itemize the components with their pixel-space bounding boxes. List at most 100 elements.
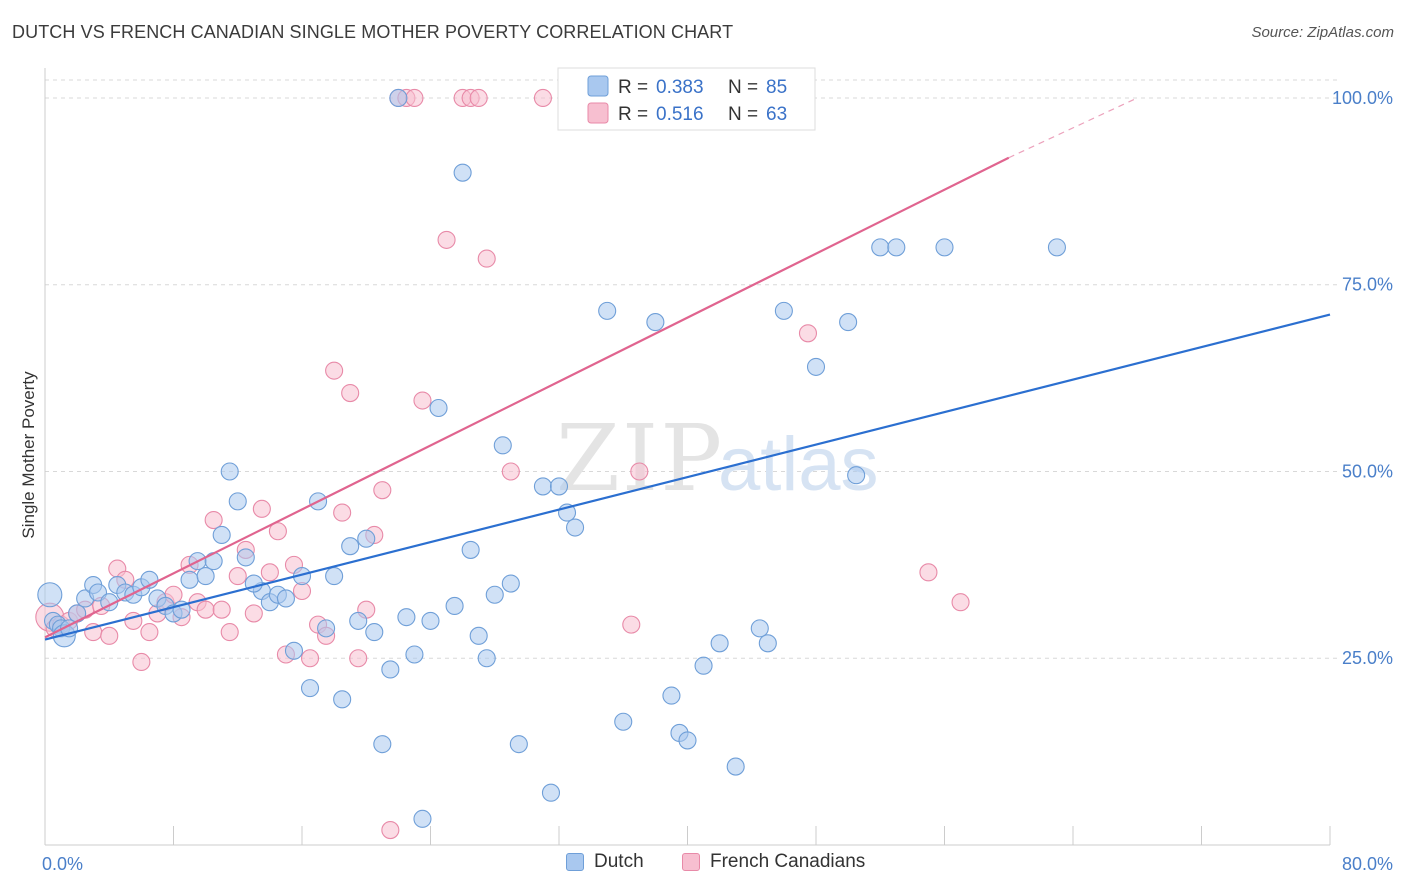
- french-canadians-point: [381, 821, 400, 840]
- legend-french-swatch: [587, 102, 609, 124]
- french-canadians-point: [244, 604, 263, 623]
- dutch-point: [533, 477, 552, 496]
- watermark: ZIP atlas: [556, 405, 879, 512]
- watermark-zip: ZIP: [556, 405, 724, 512]
- french-canadians-point: [413, 391, 432, 410]
- dutch-point: [357, 529, 376, 548]
- dutch-points: [37, 88, 1066, 828]
- dutch-point: [493, 436, 512, 455]
- french-canadians-point: [204, 510, 223, 530]
- french-canadians-point: [140, 623, 159, 642]
- french-canadians-point: [373, 481, 392, 500]
- dutch-point: [887, 238, 906, 257]
- dutch-point: [373, 735, 392, 754]
- dutch-point: [397, 608, 416, 627]
- dutch-point: [453, 163, 472, 182]
- dutch-point: [935, 238, 954, 257]
- legend-french-r-label: R =: [618, 104, 648, 125]
- french-canadians-point: [325, 361, 344, 380]
- french-canadians-point: [220, 623, 239, 642]
- correlation-legend: R = 0.383 N = 85 R = 0.516 N = 63: [557, 67, 816, 131]
- x-tick-label: 0.0%: [42, 854, 83, 874]
- dutch-point: [646, 313, 665, 332]
- dutch-point: [317, 619, 336, 638]
- dutch-point: [365, 623, 384, 642]
- dutch-point: [662, 686, 681, 705]
- legend-item-french-canadians: French Canadians: [682, 851, 865, 873]
- dutch-point: [839, 313, 858, 332]
- dutch-point: [276, 589, 295, 608]
- french-canadians-point: [469, 88, 488, 108]
- dutch-point: [37, 582, 63, 608]
- dutch-point: [405, 645, 424, 664]
- dutch-point: [501, 574, 520, 593]
- french-canadians-point: [268, 522, 287, 541]
- french-canadians-point: [349, 649, 368, 668]
- dutch-point: [614, 712, 633, 731]
- legend-french-r-value: 0.516: [656, 104, 704, 125]
- french-canadians-trend-line: [44, 156, 1010, 639]
- french-canadians-trend-extension: [1008, 97, 1138, 159]
- dutch-point: [196, 567, 215, 586]
- dutch-point: [726, 757, 745, 776]
- dutch-point: [1047, 238, 1066, 257]
- dutch-point: [429, 398, 448, 418]
- legend-dutch-n-value: 85: [766, 77, 787, 98]
- dutch-point: [469, 626, 488, 645]
- legend-dutch-r-value: 0.383: [656, 77, 704, 98]
- y-tick-label: 75.0%: [1342, 275, 1393, 295]
- dutch-point: [678, 731, 697, 750]
- dutch-point: [541, 783, 561, 802]
- dutch-point: [236, 548, 255, 567]
- dutch-point: [284, 641, 304, 660]
- french-canadians-point: [341, 384, 360, 403]
- dutch-swatch: [566, 853, 584, 871]
- french-canadians-legend-label: French Canadians: [710, 851, 866, 872]
- french-canadians-point: [405, 88, 424, 108]
- axes: [44, 68, 1331, 846]
- french-canadians-point: [798, 324, 818, 343]
- source-label: Source: ZipAtlas.com: [1251, 24, 1394, 41]
- dutch-point: [389, 88, 408, 108]
- y-tick-label: 100.0%: [1332, 88, 1393, 108]
- x-tick-label: 80.0%: [1342, 854, 1393, 874]
- dutch-point: [300, 679, 320, 698]
- french-canadians-point: [132, 652, 151, 672]
- french-canadians-point: [630, 462, 649, 481]
- dutch-point: [847, 466, 866, 485]
- french-canadians-point: [951, 593, 970, 612]
- french-canadians-point: [300, 649, 320, 668]
- series-legend: Dutch French Canadians: [0, 851, 1406, 879]
- dutch-point: [806, 357, 826, 376]
- dutch-point: [750, 619, 769, 638]
- french-canadians-point: [196, 600, 215, 619]
- french-canadians-point: [501, 462, 520, 481]
- dutch-point: [333, 690, 352, 709]
- legend-item-dutch: Dutch: [566, 851, 644, 873]
- dutch-point: [228, 492, 247, 511]
- dutch-trend-line: [44, 313, 1331, 641]
- french-canadians-point: [919, 563, 938, 582]
- french-canadians-point: [252, 499, 271, 518]
- dutch-point: [180, 570, 199, 589]
- dutch-point: [758, 634, 777, 653]
- dutch-point: [325, 567, 344, 586]
- dutch-point: [477, 649, 496, 668]
- tick-labels: 25.0% 50.0% 75.0% 100.0% 0.0% 80.0%: [42, 88, 1393, 874]
- french-canadians-point: [333, 503, 352, 522]
- french-canadians-point: [477, 249, 496, 268]
- y-axis-label: Single Mother Poverty: [19, 371, 38, 539]
- y-tick-label: 25.0%: [1342, 648, 1393, 668]
- dutch-point: [445, 596, 464, 616]
- legend-french-n-value: 63: [766, 104, 787, 125]
- dutch-point: [413, 809, 432, 828]
- dutch-point: [220, 462, 239, 481]
- french-canadians-point: [228, 567, 247, 586]
- legend-french-n-label: N =: [728, 104, 758, 125]
- french-canadians-point: [437, 230, 456, 249]
- french-canadians-point: [622, 615, 641, 634]
- dutch-point: [244, 574, 263, 593]
- dutch-point: [549, 477, 569, 496]
- legend-dutch-r-label: R =: [618, 77, 648, 98]
